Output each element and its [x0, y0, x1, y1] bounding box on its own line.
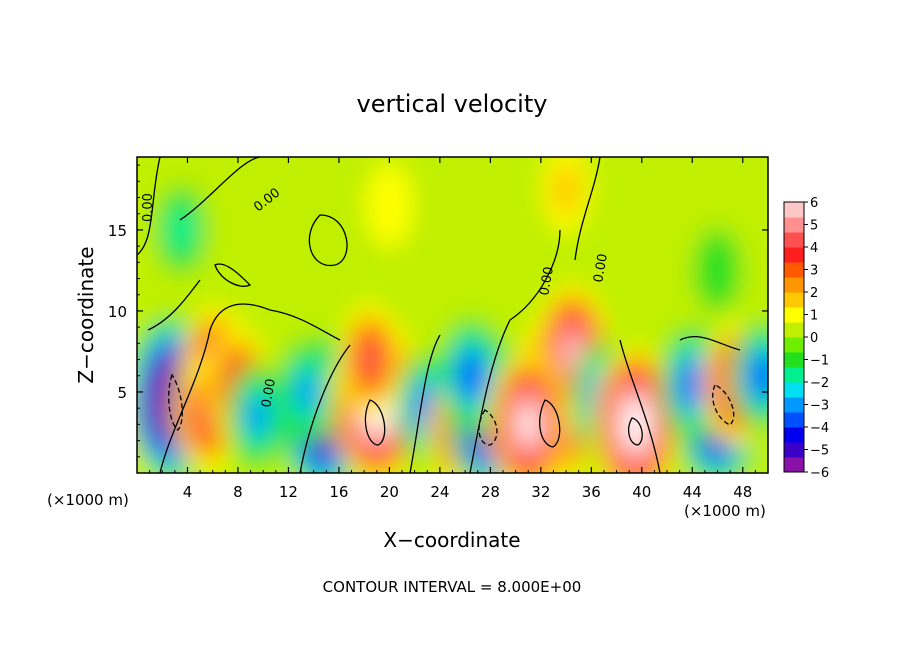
field-feature	[244, 394, 270, 439]
colorbar-swatch	[784, 367, 804, 383]
colorbar-swatch	[784, 337, 804, 353]
colorbar-swatch	[784, 352, 804, 368]
contour-label: 0.00	[591, 253, 611, 284]
colorbar-swatch	[784, 217, 804, 233]
positive-contour-line	[364, 399, 386, 446]
colorbar-tick-label: −3	[810, 399, 829, 414]
colorbar-tick-label: 5	[810, 219, 818, 234]
field-feature	[360, 340, 381, 379]
field-feature	[694, 229, 741, 312]
y-tick-label: 15	[108, 222, 127, 240]
contour-interval-footer: CONTOUR INTERVAL = 8.000E+00	[323, 578, 582, 596]
field-feature	[375, 180, 404, 232]
zero-contour-line	[574, 157, 601, 261]
field-feature	[563, 335, 581, 368]
field-feature	[551, 163, 581, 216]
chart-title: vertical velocity	[357, 90, 548, 118]
x-tick-label: 40	[632, 483, 651, 501]
colorbar-tick-label: −4	[810, 421, 829, 436]
x-tick-label: 4	[183, 483, 193, 501]
colorbar-tick-label: 1	[810, 309, 818, 324]
contour-label: 0.00	[141, 193, 156, 222]
contour-label: 0.00	[259, 378, 279, 409]
colorbar-tick-label: 4	[810, 241, 818, 256]
field-feature	[751, 357, 768, 394]
colorbar-swatch	[784, 307, 804, 323]
colorbar-swatch	[784, 397, 804, 413]
y-axis: 5 10 15	[108, 164, 768, 458]
colorbar-tick-label: 6	[810, 196, 818, 211]
x-tick-label: 28	[481, 483, 500, 501]
colorbar-tick-label: −6	[810, 466, 829, 481]
colorbar-swatch	[784, 232, 804, 248]
colorbar-swatch	[784, 412, 804, 428]
y-tick-label: 5	[117, 384, 127, 402]
zero-contour-line	[214, 263, 252, 287]
colorbar-swatch	[784, 442, 804, 458]
colorbar-tick-label: 3	[810, 264, 818, 279]
contour-label: 0.00	[537, 266, 557, 297]
colorbar-swatch	[784, 427, 804, 443]
zero-contour-line	[137, 157, 161, 256]
field-feature	[681, 364, 703, 403]
colorbar-swatch	[784, 292, 804, 308]
y-axis-label: Z−coordinate	[74, 246, 98, 383]
zero-contour-line	[299, 344, 351, 473]
field-feature	[628, 410, 643, 439]
positive-contour-line	[628, 417, 643, 446]
colorbar-swatch	[784, 247, 804, 263]
x-tick-label: 20	[380, 483, 399, 501]
x-unit-label-left: (×1000 m)	[47, 491, 129, 509]
zero-contour-line	[179, 157, 261, 221]
positive-contour-line	[539, 399, 561, 448]
colorbar-swatch	[784, 322, 804, 338]
y-tick-label: 10	[108, 303, 127, 321]
colorbar-swatch	[784, 202, 804, 218]
colorbar-swatch	[784, 277, 804, 293]
x-axis: 4 8 12 16 20 24 28 32 36 40 44 48	[149, 157, 756, 501]
zero-contour-line	[409, 334, 441, 473]
negative-contour-line	[478, 409, 498, 446]
colorbar-tick-label: 0	[810, 331, 818, 346]
colorbar-tick-label: 2	[810, 286, 818, 301]
colorbar-tick-label: −2	[810, 376, 829, 391]
x-unit-label-right: (×1000 m)	[684, 502, 766, 520]
colorbar-tick-label: −5	[810, 444, 829, 459]
zero-contour-line	[269, 309, 341, 341]
x-tick-label: 36	[582, 483, 601, 501]
contour-labels: 0.00 0.00 0.00 0.00 0.00	[141, 186, 611, 409]
x-tick-label: 24	[430, 483, 449, 501]
field-feature	[520, 409, 537, 440]
x-tick-label: 16	[329, 483, 348, 501]
zero-contour-line	[619, 339, 661, 473]
zero-contour-line	[308, 214, 348, 267]
colorbar-swatch	[784, 457, 804, 473]
zero-contour-line	[679, 336, 741, 351]
zero-contour-line	[147, 279, 201, 331]
x-tick-label: 12	[279, 483, 298, 501]
x-axis-label: X−coordinate	[383, 528, 520, 552]
x-tick-label: 44	[683, 483, 702, 501]
colorbar-swatch	[784, 262, 804, 278]
velocity-field	[137, 157, 768, 473]
field-feature	[166, 203, 196, 257]
x-tick-label: 48	[733, 483, 752, 501]
colorbar-swatch	[784, 382, 804, 398]
zero-contour-line	[159, 303, 271, 473]
negative-contour-line	[712, 384, 735, 426]
colorbar: 6 5 4 3 2 1 0 −1 −2 −3 −4 −5 −6	[783, 196, 829, 481]
field-feature	[460, 356, 482, 395]
x-tick-label: 32	[531, 483, 550, 501]
field-feature	[295, 369, 320, 415]
x-tick-label: 8	[233, 483, 243, 501]
negative-contour-line	[168, 373, 183, 431]
colorbar-tick-label: −1	[810, 354, 829, 369]
zero-contours	[137, 157, 741, 473]
